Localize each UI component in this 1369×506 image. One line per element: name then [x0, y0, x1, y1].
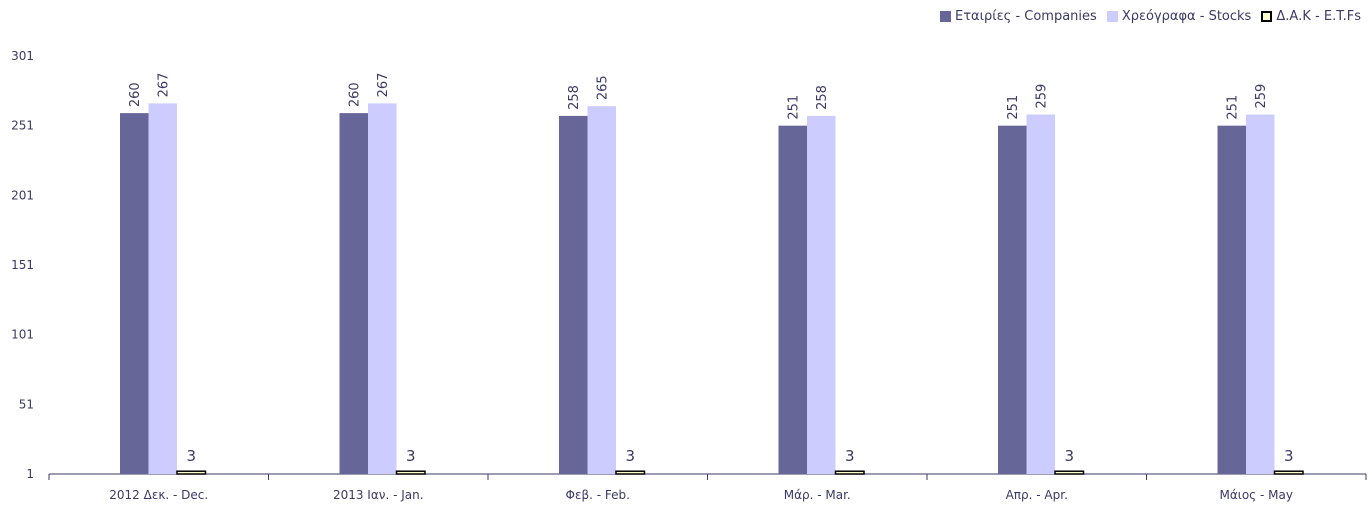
bars [120, 103, 1304, 475]
legend-label-etfs: Δ.Α.Κ - E.T.Fs [1276, 9, 1361, 24]
bar-series-2 [1273, 470, 1304, 475]
bar-series-2 [834, 470, 865, 475]
data-label: 251 [787, 95, 802, 120]
legend-swatch-etfs [1261, 11, 1273, 22]
data-label: 3 [1064, 447, 1074, 465]
data-label: 251 [1006, 95, 1021, 120]
legend-label-stocks: Χρεόγραφα - Stocks [1121, 9, 1252, 24]
y-tick-label: 151 [11, 258, 34, 272]
x-tick-label: Μάιος - May [1220, 488, 1293, 502]
x-tick-label: 2013 Ιαν. - Jan. [333, 488, 424, 502]
data-labels: 260 267 3 260 267 3 258 265 3 251 258 3 251 259 3 251 25… [128, 73, 1293, 466]
data-label: 260 [128, 82, 143, 107]
data-label: 3 [406, 447, 416, 465]
data-label: 3 [1284, 447, 1294, 465]
legend-swatch-stocks [1106, 11, 1118, 22]
bar-series-1 [368, 103, 397, 474]
y-tick-label: 301 [11, 49, 34, 63]
data-label: 259 [1035, 84, 1050, 109]
legend-swatch-companies [940, 11, 951, 22]
bar-series-1 [148, 103, 177, 474]
legend-item-companies: Εταιρίες - Companies [940, 9, 1097, 24]
bar-series-2 [1054, 470, 1085, 475]
legend: Εταιρίες - Companies Χρεόγραφα - Stocks … [940, 9, 1361, 24]
data-label: 258 [567, 85, 582, 110]
legend-item-stocks: Χρεόγραφα - Stocks [1106, 9, 1252, 24]
y-tick-label: 201 [11, 188, 34, 202]
x-axis: 2012 Δεκ. - Dec. 2013 Ιαν. - Jan. Φεβ. - F… [48, 473, 1367, 502]
y-tick-label: 251 [11, 119, 34, 133]
x-tick-label: Απρ. - Apr. [1006, 488, 1068, 502]
data-label: 267 [376, 73, 391, 98]
legend-label-companies: Εταιρίες - Companies [955, 9, 1097, 24]
bar-series-1 [807, 115, 836, 474]
x-tick-label: 2012 Δεκ. - Dec. [109, 488, 208, 502]
data-label: 251 [1226, 95, 1241, 120]
x-tick-label: Μάρ. - Mar. [784, 488, 851, 502]
data-label: 267 [157, 73, 172, 98]
data-label: 3 [186, 447, 196, 465]
bar-series-2 [395, 470, 426, 475]
bar-series-1 [1026, 114, 1055, 475]
bar-series-0 [778, 125, 807, 475]
bar-series-0 [998, 125, 1027, 475]
data-label: 3 [845, 447, 855, 465]
y-tick-label: 1 [26, 467, 34, 481]
bar-series-0 [559, 115, 588, 474]
bar-series-2 [176, 470, 207, 475]
bar-series-0 [1217, 125, 1246, 475]
bar-series-0 [339, 113, 368, 475]
bar-series-0 [120, 113, 149, 475]
bar-series-1 [587, 106, 616, 474]
data-label: 260 [348, 82, 363, 107]
bar-series-1 [1246, 114, 1275, 475]
data-label: 265 [596, 75, 611, 100]
data-label: 258 [815, 85, 830, 110]
bar-series-2 [615, 470, 646, 475]
y-tick-label: 101 [11, 328, 34, 342]
y-tick-label: 51 [19, 397, 34, 411]
data-label: 259 [1254, 84, 1269, 109]
x-tick-label: Φεβ. - Feb. [566, 488, 630, 502]
data-label: 3 [625, 447, 635, 465]
legend-item-etfs: Δ.Α.Κ - E.T.Fs [1261, 9, 1361, 24]
